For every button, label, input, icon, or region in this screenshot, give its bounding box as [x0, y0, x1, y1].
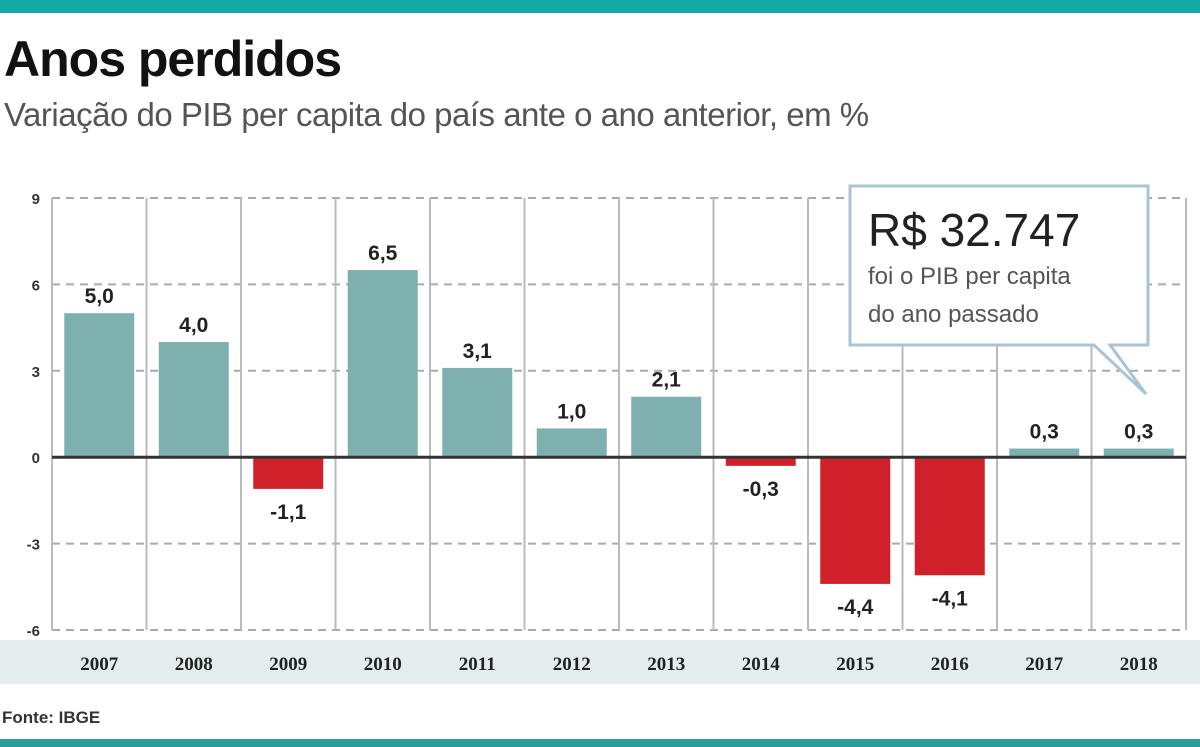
x-tick-label: 2007	[80, 654, 119, 675]
x-tick-label: 2013	[647, 654, 685, 675]
x-tick-label: 2017	[1025, 654, 1064, 675]
data-label: -1,1	[270, 501, 307, 524]
chart-title: Anos perdidos	[4, 31, 342, 87]
callout-text: foi o PIB per capita	[868, 263, 1071, 290]
bar	[631, 396, 702, 458]
data-label: 5,0	[85, 285, 114, 308]
data-label: -4,4	[837, 596, 874, 619]
x-tick-label: 2012	[553, 654, 591, 675]
callout-box	[848, 184, 1150, 396]
y-tick-label: -3	[27, 537, 40, 554]
y-tick-label: 3	[32, 364, 40, 381]
x-tick-label: 2015	[836, 654, 874, 675]
callout-text: do ano passado	[868, 301, 1039, 328]
year-label-band	[0, 640, 1200, 684]
bar	[914, 457, 985, 576]
x-tick-label: 2010	[364, 654, 402, 675]
bottom-accent-bar	[0, 739, 1200, 747]
bar	[536, 428, 607, 458]
bar	[1103, 448, 1174, 458]
source-note: Fonte: IBGE	[2, 708, 101, 727]
data-label: -0,3	[743, 478, 779, 501]
data-label: -4,1	[932, 587, 969, 610]
x-tick-label: 2014	[742, 654, 781, 675]
data-label: 6,5	[368, 242, 398, 265]
data-label: 2,1	[652, 369, 682, 392]
bar	[347, 270, 418, 458]
chart-subtitle: Variação do PIB per capita do país ante …	[4, 96, 869, 133]
data-label: 0,3	[1124, 421, 1153, 444]
data-label: 3,1	[463, 340, 493, 363]
bar	[158, 342, 229, 458]
data-label: 4,0	[179, 314, 208, 337]
bar	[253, 457, 324, 489]
y-tick-label: -6	[27, 623, 40, 640]
callout-value: R$ 32.747	[868, 204, 1080, 256]
bar	[442, 367, 513, 458]
bar	[1009, 448, 1080, 458]
x-tick-label: 2016	[931, 654, 969, 675]
data-label: 1,0	[557, 400, 586, 423]
bar	[725, 457, 796, 466]
top-accent-bar	[0, 0, 1200, 13]
y-tick-label: 6	[32, 277, 40, 294]
x-tick-label: 2018	[1120, 654, 1158, 675]
bar	[820, 457, 891, 584]
x-tick-label: 2008	[175, 654, 213, 675]
y-tick-label: 9	[32, 191, 40, 208]
x-tick-label: 2011	[459, 654, 496, 675]
bar	[64, 313, 135, 458]
data-label: 0,3	[1030, 421, 1059, 444]
x-tick-label: 2009	[269, 654, 307, 675]
y-tick-label: 0	[32, 450, 40, 467]
